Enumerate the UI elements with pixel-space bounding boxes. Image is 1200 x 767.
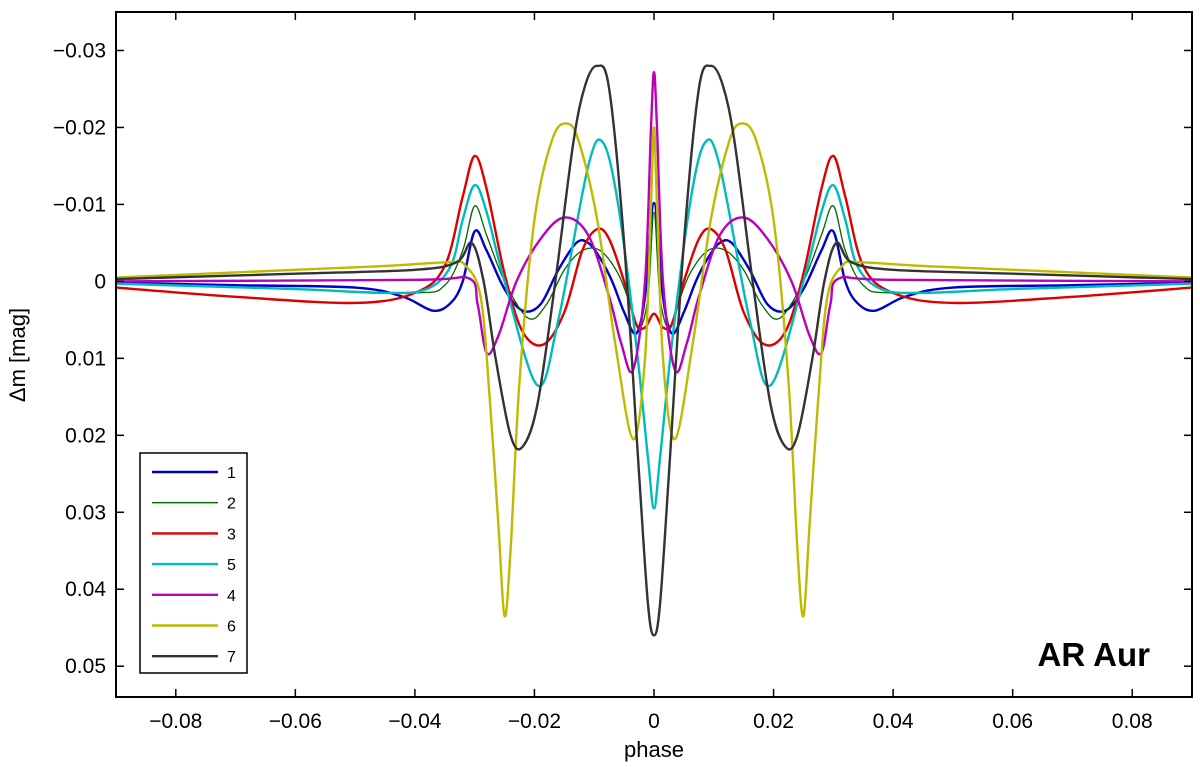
series-line-5 bbox=[116, 138, 1192, 510]
legend-label-4: 4 bbox=[227, 588, 236, 605]
series-line-2 bbox=[116, 205, 1192, 330]
x-tick-label: 0.02 bbox=[753, 710, 794, 733]
legend-label-2: 2 bbox=[227, 496, 236, 513]
x-tick-label: −0.02 bbox=[508, 710, 561, 733]
y-tick-label: −0.03 bbox=[53, 39, 106, 62]
legend: 1 2 3 5 4 6 7 bbox=[139, 452, 248, 674]
series-line-3 bbox=[116, 154, 1192, 347]
chart-annotation: AR Aur bbox=[1038, 636, 1151, 673]
y-tick-label: −0.02 bbox=[53, 116, 106, 139]
y-tick-label: 0.03 bbox=[65, 501, 106, 524]
legend-label-3: 3 bbox=[227, 526, 236, 543]
y-tick-label: 0.02 bbox=[65, 424, 106, 447]
x-tick-label: 0.08 bbox=[1112, 710, 1153, 733]
x-tick-label: −0.06 bbox=[269, 710, 322, 733]
x-tick-label: 0 bbox=[648, 710, 660, 733]
y-tick-label: 0 bbox=[94, 270, 106, 293]
series-layer bbox=[116, 64, 1192, 637]
x-tick-label: 0.04 bbox=[873, 710, 914, 733]
ticks-layer: −0.08 −0.06 −0.04 −0.02 0 0.02 0.04 0.06 0.08 −0.… bbox=[53, 12, 1192, 733]
legend-label-1: 1 bbox=[227, 465, 236, 482]
legend-label-5: 5 bbox=[227, 557, 236, 574]
x-axis-label: phase bbox=[624, 737, 684, 762]
x-tick-label: 0.06 bbox=[992, 710, 1033, 733]
legend-label-6: 6 bbox=[227, 619, 236, 636]
y-tick-label: 0.05 bbox=[65, 655, 106, 678]
x-tick-label: −0.04 bbox=[388, 710, 441, 733]
y-tick-label: 0.01 bbox=[65, 347, 106, 370]
series-line-7 bbox=[116, 64, 1192, 637]
x-tick-label: −0.08 bbox=[149, 710, 202, 733]
legend-label-7: 7 bbox=[227, 649, 236, 666]
y-axis-label: Δm [mag] bbox=[5, 308, 30, 402]
y-tick-label: −0.01 bbox=[53, 193, 106, 216]
series-line-4 bbox=[116, 70, 1192, 374]
series-line-6 bbox=[116, 122, 1192, 618]
y-tick-label: 0.04 bbox=[65, 578, 106, 601]
